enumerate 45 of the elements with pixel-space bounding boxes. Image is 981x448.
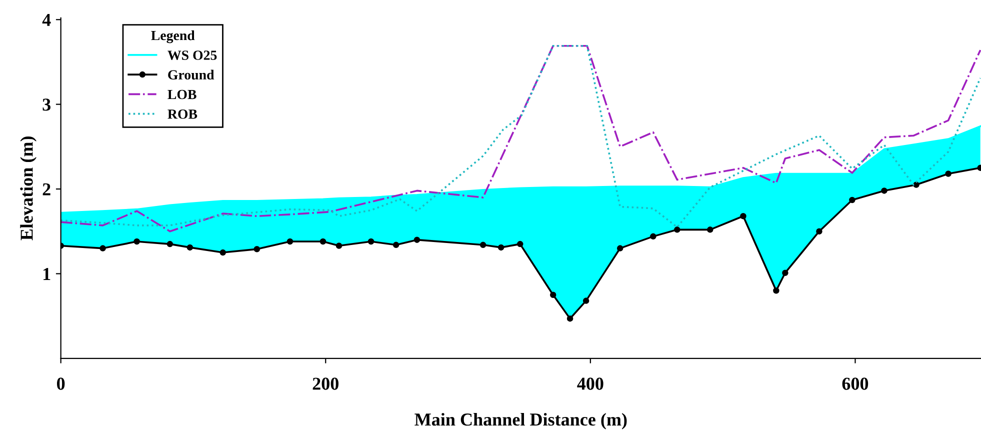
point (100, 245, 106, 252)
point (516, 240, 524, 248)
legend-label: LOB (168, 90, 196, 100)
y-axis-title: Elevation (m) (20, 136, 37, 240)
x-tick-label: 0 (56, 378, 65, 390)
point (134, 238, 140, 245)
x-tick-label: 600 (842, 378, 868, 390)
x-axis-title: Main Channel Distance (m) (414, 412, 627, 430)
point (566, 315, 574, 322)
point (254, 246, 260, 252)
point (582, 298, 590, 304)
legend-title: Legend (151, 30, 195, 44)
y-tick-label: 3 (42, 98, 50, 111)
x-tick-label: 400 (577, 378, 604, 390)
y-tick-label: 1 (44, 268, 50, 280)
y-tick-label: 2 (42, 183, 50, 196)
point (945, 170, 952, 177)
point (286, 238, 294, 245)
point (674, 226, 680, 233)
point (913, 182, 920, 188)
point (392, 242, 400, 248)
point (498, 244, 504, 251)
x-tick-label: 200 (312, 378, 338, 390)
point (550, 292, 556, 298)
point (650, 233, 656, 240)
legend-label: ROB (168, 109, 198, 119)
point (220, 249, 226, 256)
point (480, 242, 486, 248)
point (336, 242, 342, 249)
point (849, 196, 856, 204)
point (414, 236, 420, 243)
point (740, 212, 746, 220)
point (616, 245, 624, 252)
legend-label: WS O25 (168, 50, 217, 60)
point (816, 228, 822, 234)
point (706, 226, 714, 233)
point (368, 238, 374, 245)
point (166, 240, 174, 248)
point (773, 288, 780, 294)
legend-label: Ground (168, 70, 214, 80)
point (320, 238, 326, 245)
point (881, 188, 888, 194)
y-tick-label: 4 (42, 14, 51, 26)
point (186, 244, 194, 251)
point (782, 270, 788, 276)
